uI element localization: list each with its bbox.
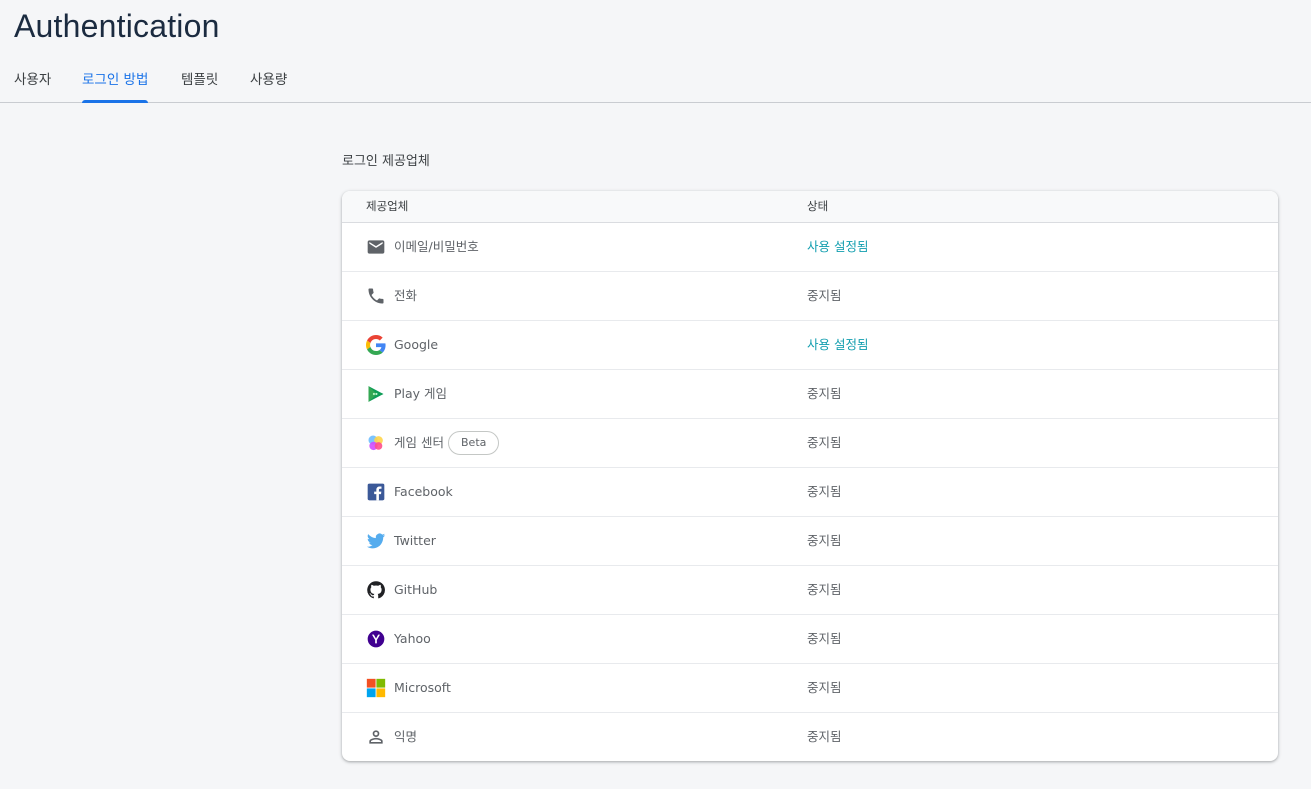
beta-badge: Beta [448, 431, 500, 455]
section-title: 로그인 제공업체 [342, 154, 430, 169]
column-header-provider: 제공업체 [366, 199, 409, 213]
provider-row-phone[interactable]: 전화 중지됨 [342, 272, 1278, 321]
provider-name: Facebook [394, 484, 453, 499]
email-icon [366, 237, 386, 257]
provider-name: Play 게임 [394, 386, 448, 401]
provider-status: 중지됨 [807, 729, 842, 744]
tab-usage[interactable]: 사용량 [250, 72, 288, 88]
provider-row-google[interactable]: Google 사용 설정됨 [342, 321, 1278, 370]
page-title: Authentication [14, 8, 220, 44]
twitter-icon [366, 531, 386, 551]
provider-name: Microsoft [394, 680, 451, 695]
table-header: 제공업체 상태 [342, 191, 1278, 223]
provider-row-twitter[interactable]: Twitter 중지됨 [342, 517, 1278, 566]
provider-status: 중지됨 [807, 386, 842, 401]
tab-bar: 사용자 로그인 방법 템플릿 사용량 [0, 60, 1311, 103]
play-games-icon [366, 384, 386, 404]
provider-row-play-games[interactable]: Play 게임 중지됨 [342, 370, 1278, 419]
provider-name: 게임 센터 [394, 435, 444, 450]
facebook-icon [366, 482, 386, 502]
game-center-icon [366, 433, 386, 453]
tab-users[interactable]: 사용자 [14, 72, 52, 88]
providers-table: 제공업체 상태 이메일/비밀번호 사용 설정됨 전화 중지됨 Google 사용… [342, 191, 1278, 761]
column-header-status: 상태 [807, 199, 829, 213]
provider-name: 익명 [394, 729, 418, 744]
provider-name: Twitter [394, 533, 436, 548]
github-icon [366, 580, 386, 600]
provider-row-yahoo[interactable]: Yahoo 중지됨 [342, 615, 1278, 664]
provider-status: 사용 설정됨 [807, 239, 869, 254]
provider-row-anonymous[interactable]: 익명 중지됨 [342, 713, 1278, 761]
yahoo-icon [366, 629, 386, 649]
tab-templates[interactable]: 템플릿 [181, 72, 219, 88]
provider-row-email[interactable]: 이메일/비밀번호 사용 설정됨 [342, 223, 1278, 272]
provider-name: Yahoo [394, 631, 431, 646]
tab-sign-in-method[interactable]: 로그인 방법 [82, 60, 149, 103]
provider-row-facebook[interactable]: Facebook 중지됨 [342, 468, 1278, 517]
provider-status: 중지됨 [807, 582, 842, 597]
provider-name: GitHub [394, 582, 438, 597]
provider-status: 중지됨 [807, 288, 842, 303]
provider-status: 중지됨 [807, 484, 842, 499]
provider-status: 중지됨 [807, 631, 842, 646]
provider-status: 중지됨 [807, 680, 842, 695]
provider-status: 중지됨 [807, 435, 842, 450]
provider-status: 중지됨 [807, 533, 842, 548]
provider-name: 이메일/비밀번호 [394, 239, 479, 254]
provider-status: 사용 설정됨 [807, 337, 869, 352]
anonymous-icon [366, 727, 386, 747]
phone-icon [366, 286, 386, 306]
provider-name: 전화 [394, 288, 418, 303]
provider-row-github[interactable]: GitHub 중지됨 [342, 566, 1278, 615]
provider-row-game-center[interactable]: 게임 센터 Beta 중지됨 [342, 419, 1278, 468]
provider-name: Google [394, 337, 439, 352]
provider-row-microsoft[interactable]: Microsoft 중지됨 [342, 664, 1278, 713]
google-icon [366, 335, 386, 355]
microsoft-icon [366, 678, 386, 698]
